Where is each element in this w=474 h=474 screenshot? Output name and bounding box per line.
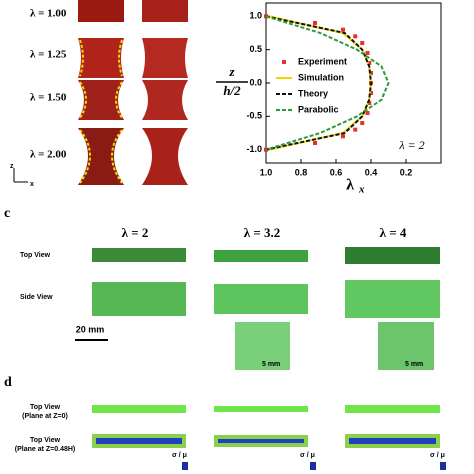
x-tick-label: 1.0: [260, 167, 273, 177]
colorbar-label: σ / μ: [430, 452, 445, 459]
y-tick-label: -1.0: [246, 144, 262, 154]
scale-label: 5 mm: [262, 361, 280, 368]
data-point: [360, 41, 365, 45]
series-line: [265, 15, 373, 151]
x-tick-label: 0.8: [295, 167, 308, 177]
sample-images: [75, 247, 440, 370]
scale-label: 20 mm: [76, 324, 105, 334]
row-label: (Plane at Z=0): [22, 413, 68, 420]
data-point: [367, 101, 372, 105]
stretch-label: λ = 1.00: [30, 8, 67, 20]
y-tick-label: 1.0: [249, 11, 262, 21]
y-label: z: [228, 64, 235, 79]
data-point: [313, 141, 317, 145]
data-point: [353, 34, 358, 39]
data-point: [264, 14, 268, 19]
x-label: λ: [346, 177, 354, 194]
stretch-label: λ = 4: [380, 225, 407, 240]
legend-swatch: [282, 60, 286, 64]
series-line: [265, 15, 390, 151]
axis-label: x: [30, 181, 34, 188]
data-point: [341, 134, 345, 139]
data-point: [369, 91, 373, 95]
data-point: [365, 51, 370, 55]
row-label: Top View: [20, 252, 51, 259]
annotation: λ = 2: [398, 138, 424, 152]
data-point: [369, 71, 373, 75]
sample-images: [13, 0, 188, 185]
y-tick-label: 0.0: [249, 77, 262, 87]
row-label: Side View: [20, 294, 53, 301]
row-label: Top View: [30, 404, 61, 411]
legend-label: Theory: [298, 88, 328, 98]
legend-label: Experiment: [298, 56, 347, 66]
x-label: x: [358, 184, 365, 196]
row-label: (Plane at Z=0.48H): [15, 446, 76, 453]
y-tick-label: -0.5: [246, 111, 262, 121]
data-point: [367, 61, 372, 65]
legend-label: Parabolic: [298, 104, 339, 114]
colorbar-label: σ / μ: [300, 452, 315, 459]
legend-label: Simulation: [298, 72, 344, 82]
data-point: [365, 111, 370, 115]
data-point: [360, 121, 365, 125]
x-tick-label: 0.2: [400, 167, 413, 177]
panel-label: c: [4, 206, 10, 221]
stretch-label: λ = 1.50: [30, 92, 67, 104]
chart: 1.0 0.8 0.6 0.4 0.2 1.0 0.5 0.0 -0.5 -1.0 z h/2 λ x λ …: [216, 2, 442, 196]
stretch-label: λ = 3.2: [244, 225, 281, 240]
axis-label: z: [10, 163, 14, 170]
x-tick-label: 0.4: [365, 167, 378, 177]
sample-images: [92, 405, 446, 470]
stretch-label: λ = 2: [122, 225, 149, 240]
data-point: [353, 127, 358, 132]
y-label: h/2: [223, 83, 241, 98]
colorbar-label: σ / μ: [172, 452, 187, 459]
data-point: [341, 27, 345, 32]
data-point: [313, 21, 317, 25]
x-tick-label: 0.6: [330, 167, 343, 177]
stretch-label: λ = 1.25: [30, 49, 67, 61]
stretch-label: λ = 2.00: [30, 149, 67, 161]
scale-label: 5 mm: [405, 361, 423, 368]
panel-label: d: [4, 375, 12, 390]
row-label: Top View: [30, 437, 61, 444]
y-tick-label: 0.5: [249, 44, 262, 54]
